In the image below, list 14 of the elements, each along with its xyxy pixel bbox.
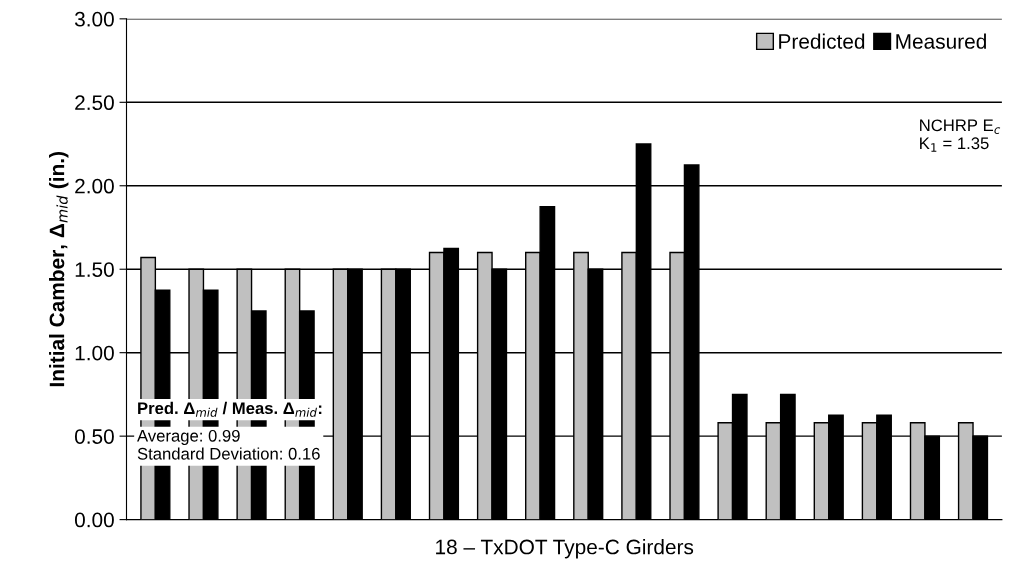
annotation: Average: 0.99 Standard Deviation: 0.16 — [137, 429, 320, 460]
text: NCHRP E$_{c}$ K$_{1}$ = 1.35 — [920, 119, 1001, 152]
x-axis-title: 18 – TxDOT Type-C Girders — [436, 539, 694, 559]
legend-label: Measured — [896, 33, 986, 49]
legend-label: Predicted — [779, 33, 865, 49]
y-tick-label: 1.00 — [75, 345, 114, 361]
y-tick-label: 3.00 — [74, 11, 114, 27]
y-tick-label: 1.50 — [75, 262, 114, 277]
y-tick-label: 0.50 — [74, 429, 114, 444]
annotation: Pred. Δ$_{mid}$ / Meas. Δ$_{mid}$: — [138, 401, 322, 417]
y-tick-label: 2.50 — [75, 95, 114, 111]
y-tick-label: 0.00 — [74, 512, 114, 528]
y-tick-label: 2.00 — [75, 178, 114, 194]
y-axis-title: Initial Camber, Δ$_{mid}$ (in.) — [49, 152, 69, 387]
